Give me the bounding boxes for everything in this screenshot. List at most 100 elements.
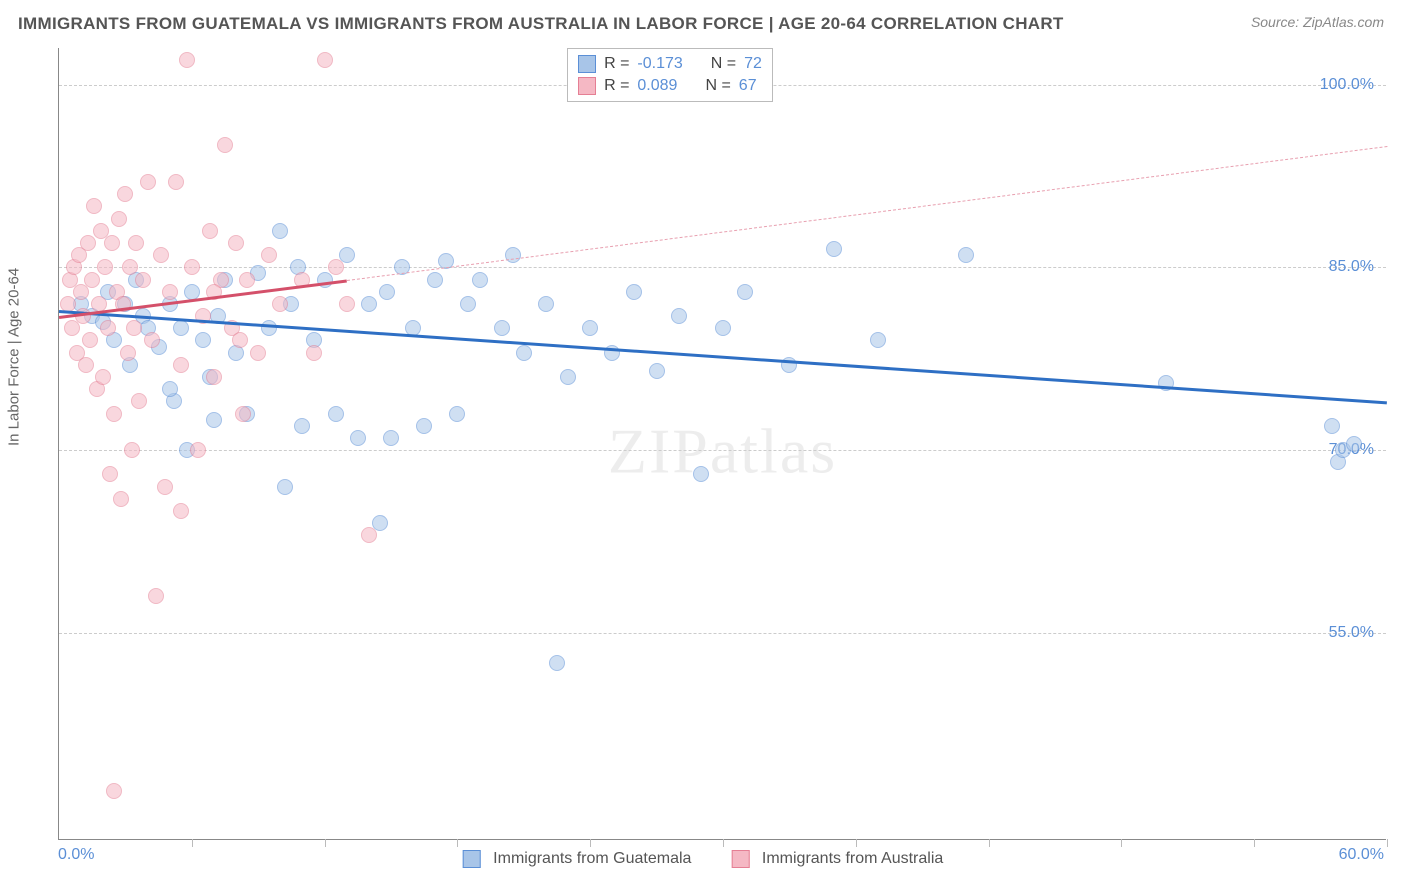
stats-swatch	[578, 55, 596, 73]
scatter-point	[86, 198, 102, 214]
scatter-point	[427, 272, 443, 288]
scatter-point	[157, 479, 173, 495]
scatter-point	[272, 296, 288, 312]
scatter-point	[294, 418, 310, 434]
plot-area: ZIPatlas 100.0%85.0%70.0%55.0%	[58, 48, 1386, 840]
y-tick-label: 85.0%	[1329, 258, 1374, 276]
y-tick-label: 55.0%	[1329, 624, 1374, 642]
scatter-point	[250, 345, 266, 361]
x-tick-mark	[192, 839, 193, 847]
scatter-point	[131, 393, 147, 409]
scatter-point	[206, 412, 222, 428]
scatter-point	[106, 406, 122, 422]
r-label: R =	[604, 77, 629, 95]
scatter-point	[104, 235, 120, 251]
source-attribution: Source: ZipAtlas.com	[1251, 14, 1384, 30]
scatter-point	[128, 235, 144, 251]
x-tick-max: 60.0%	[1339, 846, 1384, 864]
scatter-point	[350, 430, 366, 446]
scatter-point	[235, 406, 251, 422]
scatter-point	[190, 442, 206, 458]
scatter-point	[168, 174, 184, 190]
trend-line	[347, 145, 1387, 280]
x-tick-mark	[989, 839, 990, 847]
scatter-point	[206, 369, 222, 385]
scatter-point	[549, 655, 565, 671]
scatter-point	[140, 174, 156, 190]
stats-box: R =-0.173N =72R =0.089N =67	[567, 48, 773, 102]
scatter-point	[97, 259, 113, 275]
scatter-point	[239, 272, 255, 288]
scatter-point	[144, 332, 160, 348]
scatter-point	[184, 259, 200, 275]
y-axis-label: In Labor Force | Age 20-64	[6, 268, 23, 446]
scatter-point	[958, 247, 974, 263]
n-label: N =	[711, 55, 736, 73]
scatter-point	[232, 332, 248, 348]
scatter-point	[826, 241, 842, 257]
scatter-point	[126, 320, 142, 336]
x-tick-mark	[1387, 839, 1388, 847]
y-tick-label: 100.0%	[1320, 76, 1374, 94]
scatter-point	[494, 320, 510, 336]
scatter-point	[261, 320, 277, 336]
scatter-point	[148, 588, 164, 604]
r-label: R =	[604, 55, 629, 73]
scatter-point	[472, 272, 488, 288]
stats-swatch	[578, 77, 596, 95]
scatter-point	[117, 186, 133, 202]
scatter-point	[135, 272, 151, 288]
scatter-point	[317, 52, 333, 68]
n-value: 72	[744, 55, 762, 73]
scatter-point	[516, 345, 532, 361]
r-value: 0.089	[637, 77, 677, 95]
scatter-point	[102, 466, 118, 482]
legend-item-australia: Immigrants from Australia	[731, 850, 943, 868]
scatter-point	[272, 223, 288, 239]
x-tick-mark	[1121, 839, 1122, 847]
scatter-point	[184, 284, 200, 300]
scatter-point	[693, 466, 709, 482]
scatter-point	[328, 259, 344, 275]
scatter-point	[870, 332, 886, 348]
gridline-horizontal	[59, 450, 1386, 451]
scatter-point	[328, 406, 344, 422]
legend-swatch-pink	[731, 850, 749, 868]
scatter-point	[261, 247, 277, 263]
scatter-point	[538, 296, 554, 312]
scatter-point	[228, 235, 244, 251]
scatter-point	[649, 363, 665, 379]
stats-row: R = -0.173 N = 72	[578, 53, 762, 75]
x-tick-min: 0.0%	[58, 846, 94, 864]
n-value: 67	[739, 77, 757, 95]
scatter-point	[671, 308, 687, 324]
scatter-point	[582, 320, 598, 336]
scatter-point	[173, 503, 189, 519]
scatter-point	[153, 247, 169, 263]
scatter-point	[106, 783, 122, 799]
scatter-point	[560, 369, 576, 385]
scatter-point	[113, 491, 129, 507]
scatter-point	[100, 320, 116, 336]
scatter-point	[306, 345, 322, 361]
scatter-point	[505, 247, 521, 263]
scatter-point	[217, 137, 233, 153]
scatter-point	[111, 211, 127, 227]
scatter-point	[84, 272, 100, 288]
scatter-point	[162, 284, 178, 300]
x-tick-mark	[856, 839, 857, 847]
legend: Immigrants from Guatemala Immigrants fro…	[463, 850, 944, 868]
scatter-point	[1324, 418, 1340, 434]
scatter-point	[120, 345, 136, 361]
scatter-point	[277, 479, 293, 495]
legend-item-guatemala: Immigrants from Guatemala	[463, 850, 692, 868]
scatter-point	[122, 259, 138, 275]
legend-label: Immigrants from Guatemala	[493, 850, 691, 867]
scatter-point	[173, 320, 189, 336]
scatter-point	[715, 320, 731, 336]
chart-title: IMMIGRANTS FROM GUATEMALA VS IMMIGRANTS …	[18, 14, 1064, 34]
r-value: -0.173	[637, 55, 682, 73]
scatter-point	[737, 284, 753, 300]
stats-row: R =0.089N =67	[578, 75, 762, 97]
x-tick-mark	[1254, 839, 1255, 847]
